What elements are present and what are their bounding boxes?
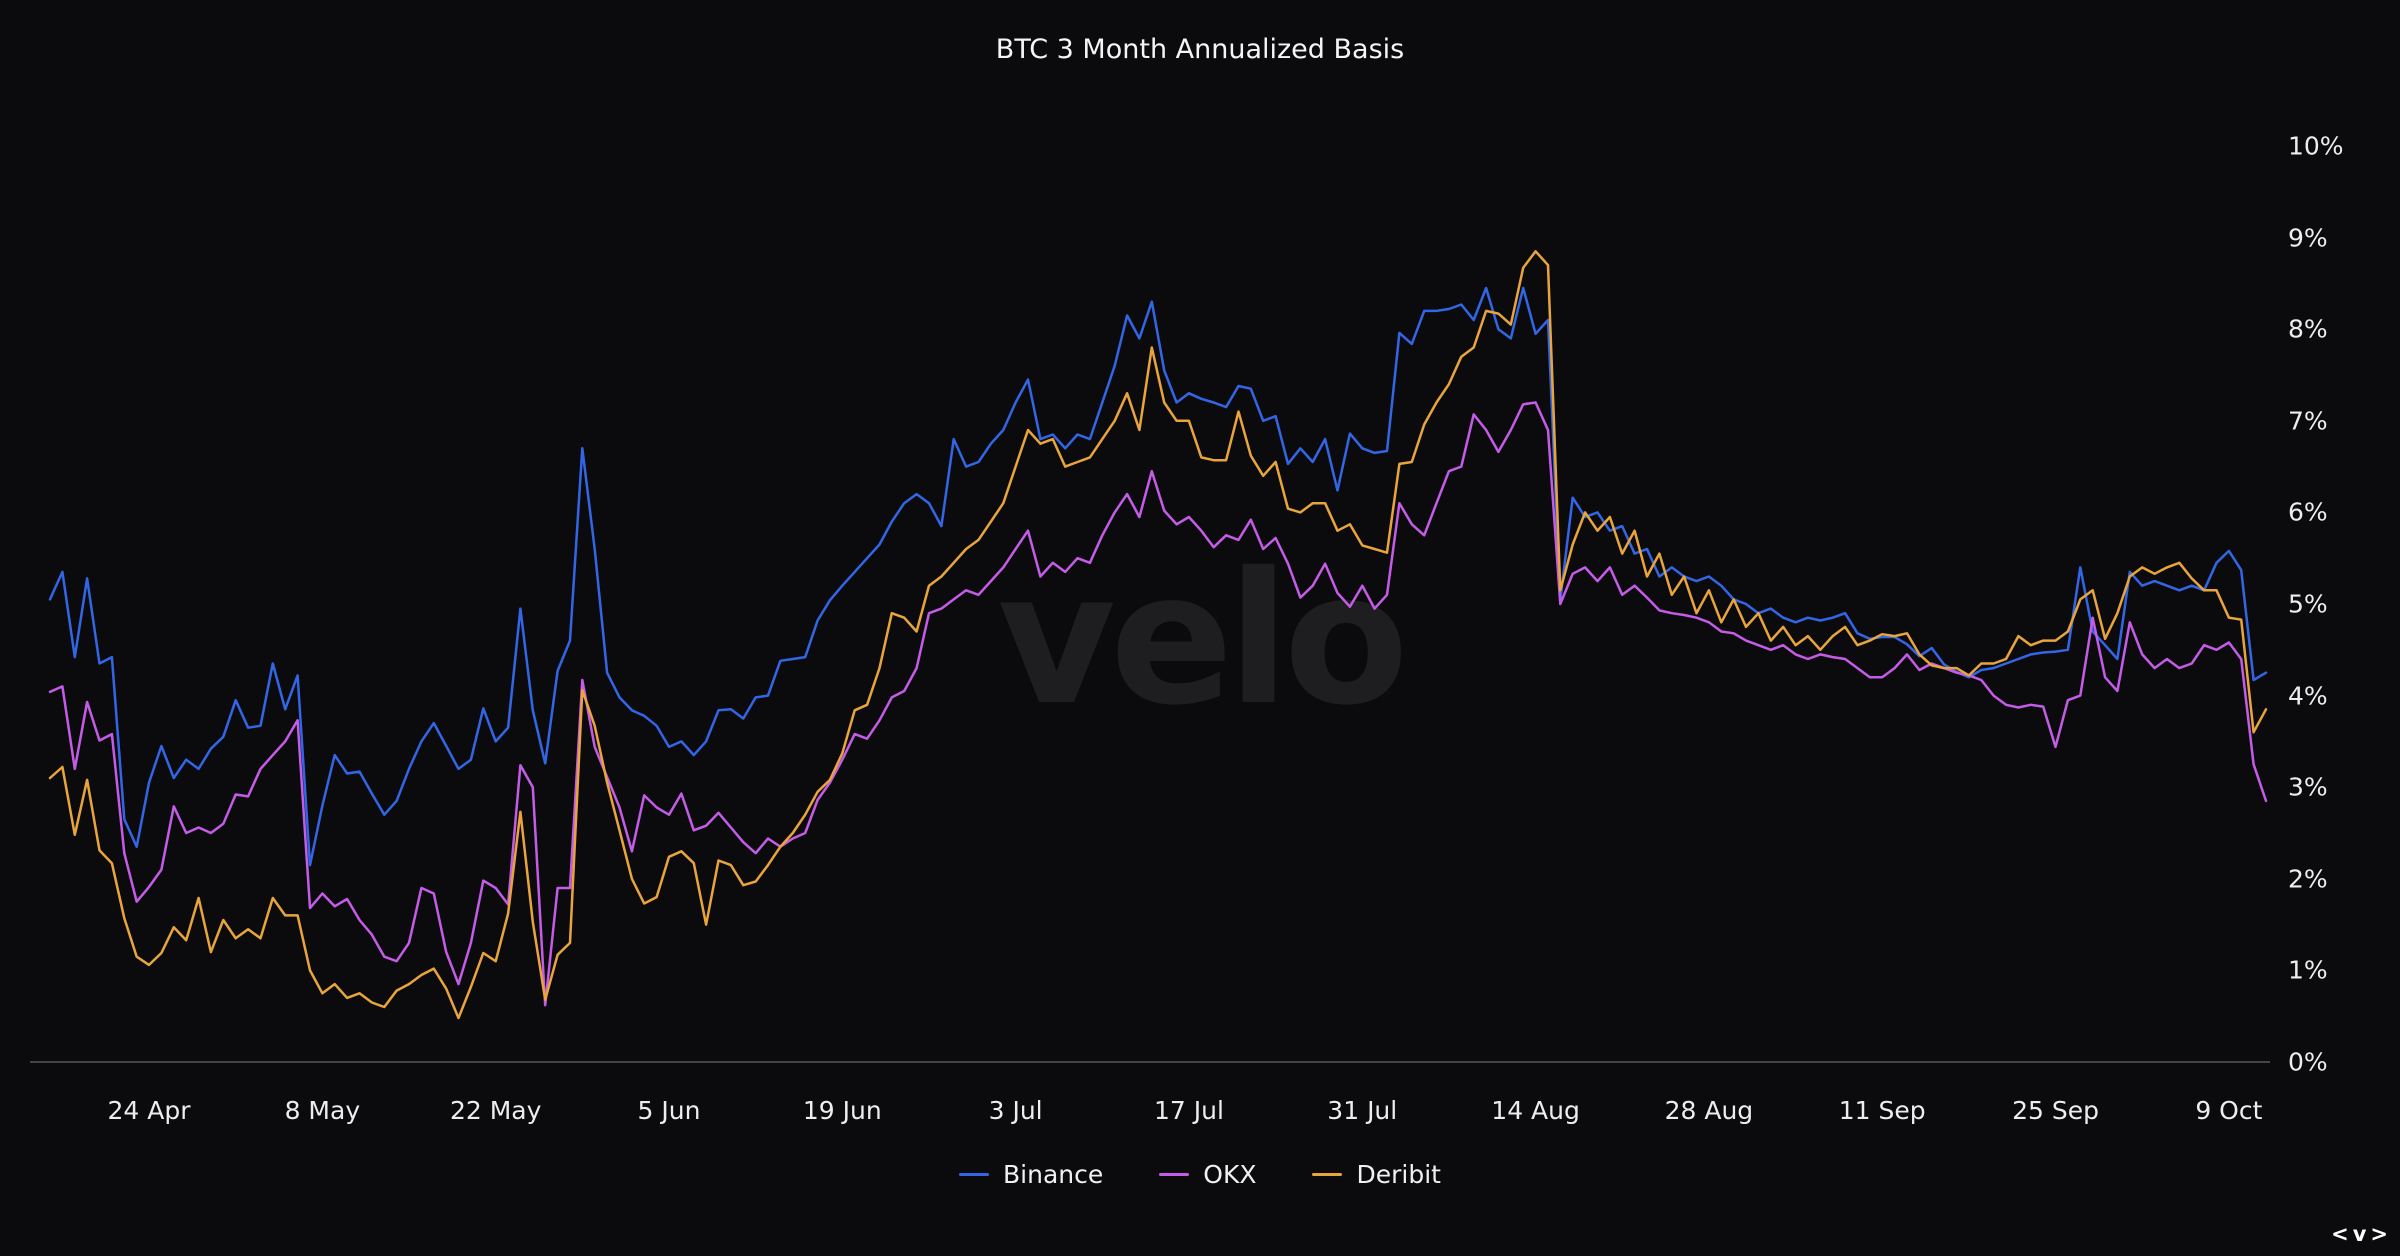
velo-watermark: velo [997, 533, 1409, 745]
y-tick-label: 4% [2288, 681, 2328, 711]
series-line-deribit[interactable] [48, 250, 2268, 1020]
x-tick-label: 14 Aug [1491, 1096, 1580, 1125]
x-tick-label: 25 Sep [2012, 1096, 2099, 1125]
x-tick-label: 28 Aug [1664, 1096, 1754, 1125]
legend-swatch-icon [1159, 1173, 1190, 1176]
x-tick-label: 22 May [449, 1096, 542, 1125]
chart-title: BTC 3 Month Annualized Basis [995, 34, 1405, 65]
y-tick-label: 10% [2288, 131, 2344, 161]
x-tick-label: 17 Jul [1153, 1096, 1224, 1125]
x-tick-label: 9 Oct [2195, 1096, 2263, 1125]
x-tick-label: 19 Jun [802, 1096, 882, 1125]
velo-logo-icon: <v> [2331, 1222, 2392, 1246]
y-tick-label: 2% [2288, 864, 2328, 894]
legend-item-binance[interactable]: Binance [959, 1160, 1103, 1189]
legend-label: Binance [1003, 1160, 1104, 1189]
x-tick-label: 5 Jun [637, 1096, 701, 1125]
x-tick-label: 31 Jul [1327, 1096, 1398, 1125]
y-tick-label: 0% [2288, 1047, 2328, 1077]
legend-item-deribit[interactable]: Deribit [1312, 1160, 1441, 1189]
x-tick-label: 8 May [284, 1096, 361, 1125]
x-tick-label: 3 Jul [988, 1096, 1043, 1125]
legend-swatch-icon [1312, 1173, 1343, 1176]
y-tick-label: 8% [2288, 314, 2328, 344]
y-tick-label: 7% [2288, 406, 2328, 436]
legend-label: Deribit [1356, 1160, 1441, 1189]
y-tick-label: 9% [2288, 223, 2328, 253]
legend-label: OKX [1203, 1160, 1257, 1189]
legend-item-okx[interactable]: OKX [1159, 1160, 1256, 1189]
x-tick-label: 11 Sep [1838, 1096, 1926, 1125]
series-line-okx[interactable] [48, 401, 2268, 1007]
legend: Binance OKX Deribit [0, 1160, 2400, 1189]
series-line-binance[interactable] [48, 286, 2268, 867]
y-tick-label: 1% [2288, 955, 2328, 985]
legend-swatch-icon [959, 1173, 990, 1176]
y-tick-label: 5% [2288, 589, 2328, 619]
y-tick-label: 6% [2288, 497, 2328, 527]
x-tick-label: 24 Apr [107, 1096, 191, 1125]
y-tick-label: 3% [2288, 772, 2328, 802]
